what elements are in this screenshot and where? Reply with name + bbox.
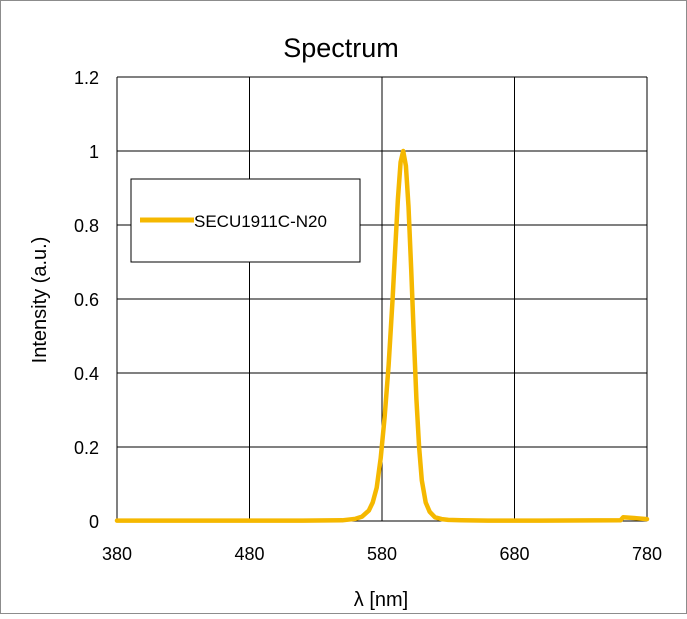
tick-labels: 0 0.2 0.4 0.6 0.8 1 1.2 380 480 580 680 780 [74, 68, 662, 564]
y-tick-label-1: 0.2 [74, 438, 99, 458]
x-tick-label-4: 780 [632, 544, 662, 564]
legend: SECU1911C-N20 [130, 178, 361, 263]
title-background [255, 28, 430, 62]
x-axis-label: λ [nm] [354, 589, 408, 611]
legend-label-secu1911c-n20: SECU1911C-N20 [194, 212, 327, 231]
series-layer [114, 148, 650, 523]
x-tick-label-3: 680 [499, 544, 529, 564]
x-tick-label-0: 380 [102, 544, 132, 564]
series-line-0 [114, 148, 650, 523]
x-tick-label-2: 580 [367, 544, 397, 564]
x-tick-label-1: 480 [234, 544, 264, 564]
chart-title: Spectrum [283, 33, 399, 63]
y-tick-label-0: 0 [89, 512, 99, 532]
y-tick-label-5: 1 [89, 142, 99, 162]
y-tick-label-2: 0.4 [74, 364, 99, 384]
y-tick-label-6: 1.2 [74, 68, 99, 88]
y-tick-label-3: 0.6 [74, 290, 99, 310]
y-axis-label: Intensity (a.u.) [29, 237, 51, 364]
y-tick-label-4: 0.8 [74, 216, 99, 236]
